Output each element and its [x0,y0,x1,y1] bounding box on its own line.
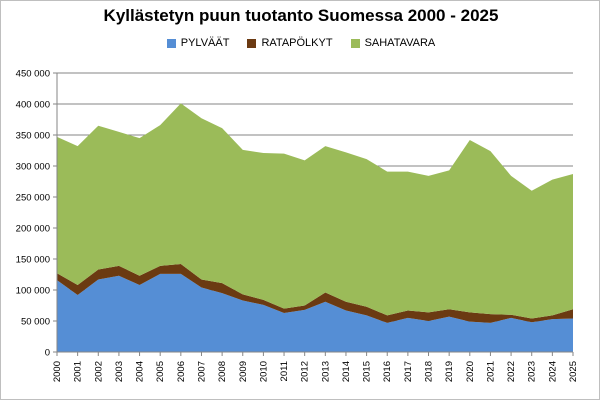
x-tick-label: 2017 [403,361,414,382]
x-tick-label: 2020 [465,361,476,382]
x-tick-label: 2003 [114,361,125,382]
y-tick-label: 300 000 [16,162,50,173]
y-tick-label: 400 000 [16,100,50,111]
x-tick-label: 2009 [238,361,249,382]
x-tick-label: 2013 [320,361,331,382]
y-tick-label: 0 [45,348,50,359]
area-ratapolkyt [57,263,573,323]
x-tick-label: 2022 [506,361,517,382]
y-tick-label: 250 000 [16,193,50,204]
legend-swatch-ratapolkyt [247,38,257,48]
y-tick-label: 100 000 [16,286,50,297]
area-pylvaat [57,273,573,352]
x-tick-label: 2021 [485,361,496,382]
x-tick-label: 2008 [217,361,228,382]
legend-swatch-sahatavara [350,38,360,48]
x-tick-label: 2019 [444,361,455,382]
y-tick-label: 150 000 [16,255,50,266]
x-tick-label: 2025 [568,361,579,382]
x-tick-label: 2000 [52,361,63,382]
x-tick-label: 2023 [527,361,538,382]
x-tick-label: 2006 [176,361,187,382]
legend-label-pylvaat: PYLVÄÄT [180,37,230,49]
x-tick-label: 2004 [135,361,146,382]
x-tick-label: 2002 [93,361,104,382]
x-tick-label: 2005 [155,361,166,382]
chart-title: Kyllästetyn puun tuotanto Suomessa 2000 … [103,6,499,25]
legend-item-pylvaat: PYLVÄÄT [166,37,230,49]
legend-item-ratapolkyt: RATAPÖLKYT [247,37,333,49]
y-tick-label: 450 000 [16,69,50,80]
x-tick-label: 2012 [300,361,311,382]
x-tick-label: 2016 [382,361,393,382]
legend-label-sahatavara: SAHATAVARA [364,37,436,49]
x-tick-label: 2011 [279,361,290,381]
x-tick-label: 2015 [362,361,373,382]
area-sahatavara [57,103,573,319]
x-tick-label: 2001 [73,361,84,382]
x-tick-label: 2007 [196,361,207,382]
x-tick-label: 2014 [341,361,352,382]
chart-legend: PYLVÄÄT RATAPÖLKYT SAHATAVARA [1,37,600,49]
x-tick-label: 2024 [547,361,558,382]
x-tick-label: 2010 [258,361,269,382]
y-tick-label: 350 000 [16,131,50,142]
y-tick-label: 50 000 [21,317,50,328]
legend-swatch-pylvaat [166,38,176,48]
y-tick-label: 200 000 [16,224,50,235]
legend-label-ratapolkyt: RATAPÖLKYT [261,37,333,49]
x-tick-label: 2018 [424,361,435,382]
legend-item-sahatavara: SAHATAVARA [350,37,436,49]
